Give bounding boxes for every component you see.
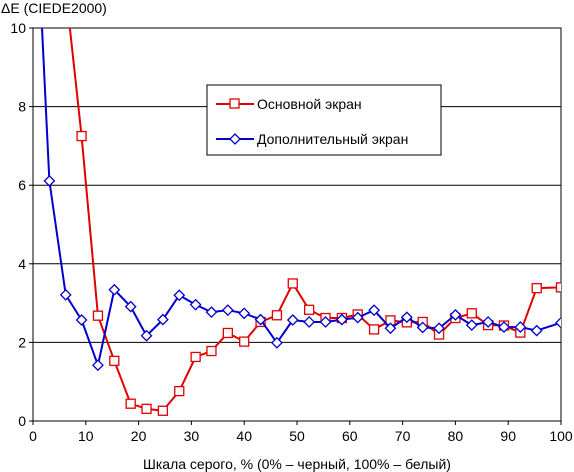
x-tick-label-50: 50	[289, 428, 305, 444]
data-point-s1-10	[222, 327, 233, 339]
data-point-s2-23	[400, 311, 413, 324]
data-point-s1-5	[141, 403, 152, 414]
data-point-s1-2	[92, 310, 104, 321]
data-point-s1-13	[271, 310, 283, 321]
x-tick-label-70: 70	[395, 428, 411, 444]
legend-box	[206, 84, 442, 156]
data-point-s2-3	[75, 314, 88, 326]
data-point-s1-9	[206, 345, 217, 357]
legend: Основной экран Дополнительный экран	[206, 84, 442, 156]
legend-marker-secondary	[229, 133, 241, 145]
data-point-s2-9	[173, 289, 186, 302]
data-point-s1-4	[125, 398, 136, 409]
data-point-s1-3	[109, 355, 120, 367]
data-point-s1-8	[190, 351, 201, 363]
series-layer	[41, 28, 561, 416]
data-point-s2-4	[92, 359, 104, 372]
y-tick-label-0: 0	[18, 413, 26, 429]
data-point-s2-1	[43, 174, 56, 187]
data-point-s2-31	[530, 324, 543, 337]
series-line-2	[41, 28, 561, 367]
data-point-s2-13	[238, 307, 251, 320]
data-point-s2-12	[221, 304, 234, 317]
series-2	[41, 28, 561, 372]
data-point-s1-1	[76, 130, 87, 142]
data-point-s2-5	[108, 283, 121, 296]
y-tick-label-10: 10	[10, 20, 26, 36]
data-point-s2-18	[319, 316, 332, 328]
data-point-s2-6	[124, 300, 137, 313]
data-point-s2-17	[303, 316, 316, 328]
legend-label-secondary: Дополнительный экран	[257, 131, 408, 147]
data-point-s1-11	[239, 336, 250, 347]
data-point-s2-27	[465, 319, 478, 332]
data-point-s2-16	[286, 314, 299, 326]
y-tick-label-4: 4	[18, 256, 26, 272]
data-point-s2-28	[482, 316, 495, 328]
data-point-s2-19	[335, 313, 348, 326]
y-tick-label-6: 6	[18, 177, 26, 193]
legend-marker-main	[229, 98, 240, 109]
legend-label-main: Основной экран	[257, 96, 362, 112]
data-point-s1-15	[303, 304, 315, 315]
data-point-s2-25	[433, 322, 445, 335]
data-point-s2-8	[156, 313, 169, 326]
data-point-s2-30	[514, 321, 527, 333]
data-point-s2-7	[140, 329, 153, 342]
data-point-s1-25	[466, 308, 477, 319]
data-point-s1-14	[287, 278, 298, 289]
x-tick-label-40: 40	[236, 428, 252, 444]
x-tick-label-80: 80	[448, 428, 464, 444]
series-line-1	[68, 28, 561, 412]
data-point-s1-30	[555, 282, 561, 293]
data-point-s2-29	[498, 321, 510, 333]
data-point-s2-10	[189, 298, 202, 311]
data-point-s2-21	[368, 304, 381, 317]
x-axis-title: Шкала серого, % (0% – черный, 100% – бел…	[143, 456, 451, 472]
x-tick-label-20: 20	[131, 428, 147, 444]
data-point-s1-6	[157, 405, 169, 416]
data-point-s2-20	[351, 311, 364, 324]
data-point-s2-24	[416, 321, 429, 334]
x-tick-label-90: 90	[500, 428, 516, 444]
data-point-s2-22	[384, 322, 397, 335]
series-1	[68, 28, 561, 416]
data-point-s2-32	[555, 316, 561, 329]
data-point-s2-2	[59, 288, 72, 301]
y-axis-title: ΔE (CIEDE2000)	[1, 0, 107, 16]
y-tick-label-8: 8	[18, 99, 26, 115]
plot-area-frame	[32, 27, 562, 422]
y-tick-label-2: 2	[18, 334, 26, 350]
x-tick-label-100: 100	[549, 428, 573, 444]
data-point-s1-29	[531, 283, 542, 294]
data-point-s2-15	[271, 336, 283, 349]
data-point-s2-11	[205, 306, 218, 319]
x-tick-label-10: 10	[78, 428, 94, 444]
data-point-s2-26	[449, 308, 462, 321]
x-tick-label-30: 30	[184, 428, 200, 444]
data-point-s1-7	[174, 385, 185, 397]
data-point-s2-14	[254, 313, 267, 326]
data-point-s1-19	[368, 324, 380, 335]
x-tick-label-0: 0	[29, 428, 37, 444]
x-tick-label-60: 60	[342, 428, 358, 444]
